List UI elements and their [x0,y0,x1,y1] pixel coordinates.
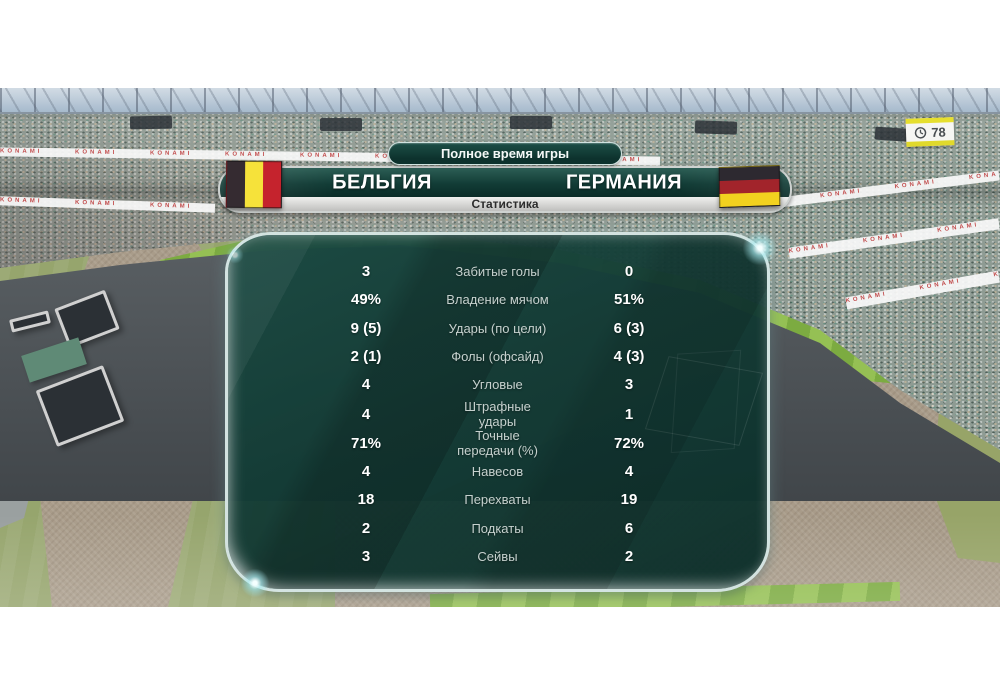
away-value: 3 [624,376,634,394]
statistics-panel: 3 Забитые голы 0 49% Владение мячом 51% … [225,232,770,592]
home-value: 71% [350,434,382,452]
table-row: 3 Забитые голы 0 [286,257,709,285]
stat-label: Удары (по цели) [448,320,547,336]
stat-label: Перехваты [464,492,531,508]
away-value: 4 (3) [613,348,645,366]
away-value: 6 [624,519,634,537]
home-value: 9 (5) [350,319,382,337]
away-value: 72% [613,434,645,452]
home-value: 2 [361,519,371,537]
table-row: 2 Подкаты 6 [286,514,709,542]
away-value: 6 (3) [613,319,645,337]
table-row: 18 Перехваты 19 [286,486,709,514]
germany-flag [718,164,781,209]
home-value: 18 [357,491,375,509]
stand-tunnel [694,120,738,135]
home-team-name: БЕЛЬГИЯ [332,171,432,193]
stat-label: Фолы (офсайд) [451,349,544,365]
home-value: 3 [361,262,371,280]
table-row: 3 Сейвы 2 [286,543,709,571]
stat-label: Навесов [471,463,524,479]
away-team-name: ГЕРМАНИЯ [565,171,683,193]
team-names-strip: БЕЛЬГИЯ ГЕРМАНИЯ [220,168,790,197]
home-value: 4 [361,405,371,423]
match-phase-text: Полное время игры [440,146,570,161]
stadium-clock-board: 78 [905,117,955,147]
stat-label: Подкаты [471,520,524,536]
panel-title-strip: Статистика [220,197,790,211]
stat-label: Угловые [472,377,523,393]
table-row: 9 (5) Удары (по цели) 6 (3) [286,314,709,342]
table-row: 49% Владение мячом 51% [286,285,709,313]
match-phase-banner: Полное время игры [388,142,622,165]
home-value: 49% [350,291,382,309]
stand-tunnel [510,116,552,129]
stand-tunnel [320,118,362,131]
home-value: 2 (1) [350,348,382,366]
away-value: 4 [624,462,634,480]
roof-truss [0,88,1000,114]
table-row: 71% Точные передачи (%) 72% [286,428,709,459]
match-minute: 78 [931,123,946,140]
home-value: 3 [361,548,371,566]
panel-title: Статистика [471,197,539,211]
away-value: 1 [624,405,634,423]
clock-icon [915,126,927,139]
home-value: 4 [361,376,371,394]
stat-label: Владение мячом [446,292,549,308]
home-value: 4 [361,462,371,480]
stat-label: Забитые голы [455,263,540,279]
table-row: 2 (1) Фолы (офсайд) 4 (3) [286,342,709,370]
belgium-flag [225,160,283,209]
away-value: 51% [613,291,645,309]
away-value: 19 [620,491,638,509]
stat-label: Точные передачи (%) [457,428,538,459]
stand-tunnel [129,115,173,130]
away-value: 2 [624,548,634,566]
away-value: 0 [624,262,634,280]
table-row: 4 Штрафные удары 1 [286,399,709,430]
team-header-bar: БЕЛЬГИЯ ГЕРМАНИЯ Статистика [218,166,792,213]
table-row: 4 Угловые 3 [286,371,709,399]
stat-label: Штрафные удары [464,399,531,430]
stat-label: Сейвы [477,549,518,565]
stats-table: 3 Забитые голы 0 49% Владение мячом 51% … [228,235,767,589]
table-row: 4 Навесов 4 [286,457,709,485]
